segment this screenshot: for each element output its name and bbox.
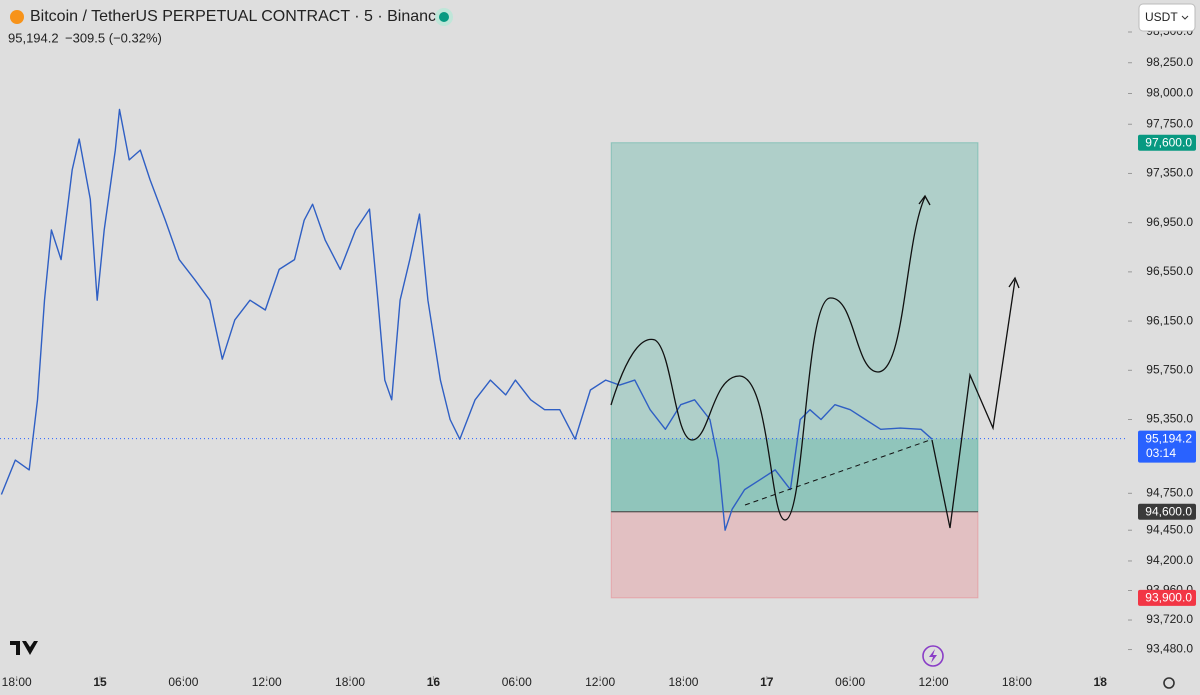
x-tick-label: 17: [760, 675, 774, 689]
loss-zone: [610, 511, 979, 599]
currency-button[interactable]: [1138, 3, 1196, 32]
price-badge: [1138, 430, 1196, 463]
position-layer: [610, 142, 979, 599]
x-tick-label: 06:00: [502, 675, 532, 689]
arrow-head: [1008, 276, 1020, 289]
currency-label: USDT: [1145, 10, 1178, 24]
y-tick-label: 94,200.0: [1146, 553, 1193, 567]
header-change: −309.5 (−0.32%): [65, 30, 162, 45]
x-tick-label: 18:00: [668, 675, 698, 689]
lightning-button[interactable]: [922, 645, 944, 667]
y-tick-label: 94,750.0: [1146, 485, 1193, 499]
countdown: 03:14: [1146, 446, 1176, 460]
x-tick-label: 18:00: [2, 675, 32, 689]
y-tick-label: 96,950.0: [1146, 215, 1193, 229]
settings-button[interactable]: [1163, 677, 1175, 689]
y-tick-label: 95,750.0: [1146, 362, 1193, 376]
dropdown-caret: [1181, 15, 1189, 20]
x-tick-label: 18:00: [1002, 675, 1032, 689]
price-badge-label: 94,600.0: [1145, 504, 1192, 518]
price-badge-label: 95,194.2: [1145, 431, 1192, 445]
arrow-head: [918, 194, 931, 206]
y-tick-label: 95,350.0: [1146, 412, 1193, 426]
x-tick-label: 12:00: [585, 675, 615, 689]
lightning-icon: [929, 649, 937, 663]
price-badge: [1138, 134, 1196, 151]
x-tick-label: 18:00: [335, 675, 365, 689]
x-tick-label: 12:00: [919, 675, 949, 689]
y-tick-label: 93,480.0: [1146, 642, 1193, 656]
x-tick-label: 06:00: [168, 675, 198, 689]
price-badge: [1138, 503, 1196, 520]
y-tick-label: 93,720.0: [1146, 612, 1193, 626]
drawn-curve: [610, 196, 926, 521]
coin-icon: [10, 10, 24, 24]
price-line: [0, 108, 933, 531]
y-tick-label: 98,250.0: [1146, 55, 1193, 69]
header-price: 95,194.2: [8, 30, 59, 45]
x-tick-label: 18: [1094, 675, 1108, 689]
price-badge: [1138, 589, 1196, 606]
drawings: [610, 194, 1020, 529]
y-tick-label: 96,150.0: [1146, 313, 1193, 327]
plot-layer: [0, 108, 1128, 531]
profit-zone: [610, 142, 979, 513]
y-tick-label: 96,550.0: [1146, 264, 1193, 278]
x-tick-label: 12:00: [252, 675, 282, 689]
axis-layer: 98,500.098,250.098,000.097,750.097,350.0…: [2, 24, 1196, 689]
status-dot: [439, 12, 449, 22]
tv-logo[interactable]: [10, 641, 38, 655]
y-tick-label: 97,750.0: [1146, 116, 1193, 130]
drawn-trendline: [744, 439, 931, 506]
y-tick-label: 94,450.0: [1146, 522, 1193, 536]
x-tick-label: 16: [427, 675, 441, 689]
price-badge-label: 93,900.0: [1145, 591, 1192, 605]
x-tick-label: 06:00: [835, 675, 865, 689]
x-tick-label: 15: [93, 675, 107, 689]
symbol-title: Bitcoin / TetherUS PERPETUAL CONTRACT · …: [30, 8, 445, 25]
y-tick-label: 98,000.0: [1146, 86, 1193, 100]
price-badge-label: 97,600.0: [1145, 135, 1192, 149]
drawn-zigzag: [931, 279, 1016, 529]
y-tick-label: 97,350.0: [1146, 166, 1193, 180]
